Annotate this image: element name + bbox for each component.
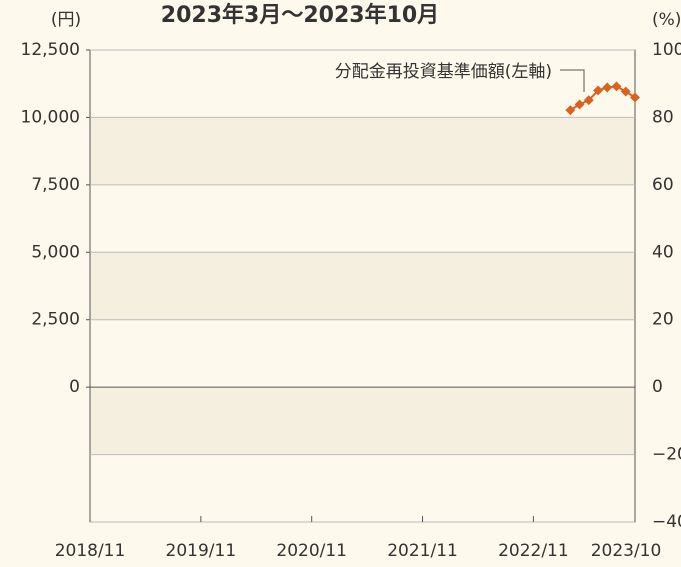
band xyxy=(90,117,635,185)
band xyxy=(90,252,635,320)
y2-tick-label: 0 xyxy=(652,377,663,397)
band xyxy=(90,387,635,455)
leader-line xyxy=(560,69,585,92)
y2-tick-label: −20 xyxy=(652,445,681,465)
y2-tick-label: 80 xyxy=(652,107,674,127)
point xyxy=(611,81,622,92)
y-tick-label: 5,000 xyxy=(31,242,80,262)
y-tick-label: 2,500 xyxy=(31,310,80,330)
y2-tick-label: 60 xyxy=(652,175,674,195)
y2-unit: (%) xyxy=(652,10,681,30)
x-tick-label: 2022/11 xyxy=(498,541,569,561)
y2-tick-label: −40 xyxy=(652,512,681,532)
y-tick-label: 10,000 xyxy=(21,107,80,127)
x-tick-label: 2020/11 xyxy=(276,541,347,561)
y2-tick-label: 40 xyxy=(652,242,674,262)
point xyxy=(630,92,640,103)
x-tick-label: 2019/11 xyxy=(166,541,237,561)
point xyxy=(620,86,631,97)
x-tick-label: 2023/10 xyxy=(591,541,662,561)
point xyxy=(602,82,613,93)
x-tick-label: 2021/11 xyxy=(387,541,458,561)
point xyxy=(583,95,594,106)
point xyxy=(574,99,585,110)
y-tick-label: 7,500 xyxy=(31,175,80,195)
x-tick-label: 2018/11 xyxy=(55,541,126,561)
y2-tick-label: 20 xyxy=(652,310,674,330)
y-tick-label: 0 xyxy=(69,377,80,397)
point xyxy=(565,105,576,116)
chart-title: 2023年3月〜2023年10月 xyxy=(161,2,439,28)
y2-tick-label: 100 xyxy=(652,40,681,60)
annotation: 分配金再投資基準価額(左軸) xyxy=(335,62,552,82)
point xyxy=(593,85,604,96)
y-tick-label: 12,500 xyxy=(21,40,80,60)
y-unit: (円) xyxy=(51,10,81,30)
